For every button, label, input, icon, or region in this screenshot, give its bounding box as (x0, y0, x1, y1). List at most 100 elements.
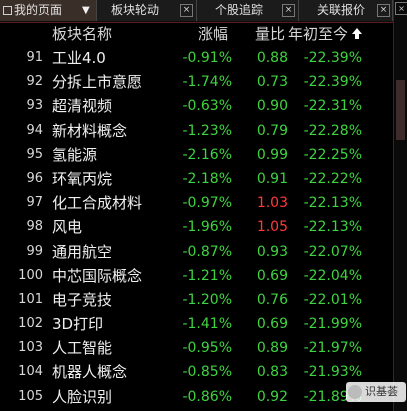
change-value: -1.21% (182, 267, 232, 284)
tab-stock-tracking[interactable]: 个股追踪 × (197, 0, 299, 21)
table-row[interactable]: 94 新材料概念 -1.23% 0.79 -22.28% (0, 119, 393, 143)
close-icon[interactable]: × (180, 4, 193, 17)
ytd-value: -21.93% (303, 364, 362, 381)
row-index: 91 (26, 50, 43, 65)
sector-name: 中芯国际概念 (52, 266, 143, 285)
column-header-change[interactable]: 涨幅 (198, 25, 229, 43)
volume-ratio-value: 0.69 (256, 267, 288, 284)
sector-name: 工业4.0 (52, 49, 106, 67)
row-index: 99 (26, 243, 43, 259)
table-row[interactable]: 98 风电 -1.96% 1.05 -22.13% (0, 215, 393, 239)
volume-ratio-value: 0.90 (256, 98, 288, 115)
row-index: 92 (26, 74, 43, 90)
change-value: -1.96% (182, 219, 232, 236)
tab-label: 关联报价 (317, 3, 366, 17)
change-value: -1.20% (182, 291, 232, 308)
ytd-value: -21.99% (303, 316, 362, 333)
sector-name: 氢能源 (52, 145, 98, 164)
tab-my-page[interactable]: 我的页面 ▼ (0, 0, 97, 21)
ytd-value: -22.28% (303, 122, 362, 139)
volume-ratio-value: 0.69 (256, 316, 288, 333)
tab-bar: 我的页面 ▼ 板块轮动 × 个股追踪 × 关联报价 × (0, 0, 393, 23)
column-header-ytd[interactable]: 年初至今 (288, 25, 349, 43)
page-icon (3, 6, 12, 15)
table-row[interactable]: 104 机器人概念 -0.85% 0.83 -21.93% (0, 360, 393, 384)
table-row[interactable]: 99 通用航空 -0.87% 0.93 -22.07% (0, 240, 393, 264)
ytd-value: -22.39% (303, 50, 362, 66)
table-row[interactable]: 91 工业4.0 -0.91% 0.88 -22.39% (0, 46, 393, 70)
volume-ratio-value: 0.89 (256, 340, 288, 357)
tab-label: 我的页面 (14, 3, 63, 17)
sort-up-icon (352, 28, 362, 34)
row-index: 102 (18, 316, 43, 332)
ytd-value: -22.07% (303, 243, 362, 260)
scrollbar[interactable]: × (393, 0, 407, 411)
tab-sector-rotation[interactable]: 板块轮动 × (97, 0, 197, 21)
row-index: 103 (18, 340, 43, 356)
close-icon[interactable]: × (377, 4, 390, 17)
column-header-name[interactable]: 板块名称 (52, 25, 113, 43)
tab-related-quotes[interactable]: 关联报价 × (299, 0, 393, 21)
change-value: -2.16% (182, 146, 232, 163)
table-row[interactable]: 95 氢能源 -2.16% 0.99 -22.25% (0, 143, 393, 167)
ytd-value: -22.39% (303, 74, 362, 91)
ytd-value: -21.97% (303, 340, 362, 357)
sector-name: 分拆上市意愿 (52, 73, 143, 92)
sector-table: 91 工业4.0 -0.91% 0.88 -22.39% 92 分拆上市意愿 -1.74% 0.… (0, 46, 393, 409)
close-icon[interactable]: × (395, 2, 407, 15)
volume-ratio-value: 0.83 (256, 364, 288, 381)
change-value: -0.91% (182, 50, 232, 66)
ytd-value: -22.22% (303, 170, 362, 187)
table-row[interactable]: 100 中芯国际概念 -1.21% 0.69 -22.04% (0, 264, 393, 288)
ytd-value: -22.01% (303, 291, 362, 308)
watermark-text: 识基荟 (365, 385, 398, 398)
volume-ratio-value: 0.93 (256, 243, 288, 260)
sector-name: 环氧丙烷 (52, 169, 113, 188)
row-index: 98 (26, 219, 43, 235)
change-value: -0.87% (182, 243, 232, 260)
table-row[interactable]: 97 化工合成材料 -0.97% 1.03 -22.13% (0, 191, 393, 215)
change-value: -0.85% (182, 364, 232, 381)
watermark: 识基荟 (346, 382, 406, 402)
volume-ratio-value: 0.99 (256, 146, 288, 163)
sector-name: 人工智能 (52, 339, 113, 358)
table-row[interactable]: 103 人工智能 -0.95% 0.89 -21.97% (0, 336, 393, 360)
tab-label: 板块轮动 (111, 3, 160, 17)
table-row[interactable]: 96 环氧丙烷 -2.18% 0.91 -22.22% (0, 167, 393, 191)
ytd-value: -22.31% (303, 98, 362, 115)
ytd-value: -22.25% (303, 146, 362, 163)
change-value: -0.63% (182, 98, 232, 115)
row-index: 101 (18, 291, 43, 307)
change-value: -2.18% (182, 170, 232, 187)
ytd-value: -22.13% (303, 219, 362, 236)
table-row[interactable]: 93 超清视频 -0.63% 0.90 -22.31% (0, 94, 393, 118)
sector-name: 新材料概念 (52, 121, 128, 140)
volume-ratio-value: 0.92 (256, 388, 288, 405)
sector-name: 风电 (52, 218, 83, 237)
change-value: -1.74% (182, 74, 232, 91)
table-row[interactable]: 92 分拆上市意愿 -1.74% 0.73 -22.39% (0, 70, 393, 94)
table-header: 板块名称 涨幅 量比 年初至今 (0, 22, 393, 46)
table-row[interactable]: 102 3D打印 -1.41% 0.69 -21.99% (0, 312, 393, 336)
row-index: 104 (18, 364, 43, 380)
row-index: 93 (26, 98, 43, 114)
sector-name: 3D打印 (52, 315, 104, 334)
tab-label: 个股追踪 (215, 3, 264, 17)
table-row[interactable]: 105 人脸识别 -0.86% 0.92 -21.89% (0, 385, 393, 409)
scroll-thumb[interactable] (396, 80, 405, 140)
volume-ratio-value: 0.91 (256, 170, 288, 187)
row-index: 100 (18, 267, 43, 283)
ytd-value: -22.13% (303, 195, 362, 212)
volume-ratio-value: 1.03 (256, 195, 288, 212)
volume-ratio-value: 1.05 (256, 219, 288, 236)
volume-ratio-value: 0.76 (256, 291, 288, 308)
volume-ratio-value: 0.88 (256, 50, 288, 66)
column-header-volume-ratio[interactable]: 量比 (255, 25, 286, 43)
sector-name: 化工合成材料 (52, 194, 143, 213)
volume-ratio-value: 0.73 (256, 74, 288, 91)
row-index: 95 (26, 146, 43, 162)
close-icon[interactable]: × (282, 4, 295, 17)
sort-up-icon-stem (355, 33, 359, 39)
table-row[interactable]: 101 电子竞技 -1.20% 0.76 -22.01% (0, 288, 393, 312)
chevron-down-icon[interactable]: ▼ (82, 5, 90, 16)
